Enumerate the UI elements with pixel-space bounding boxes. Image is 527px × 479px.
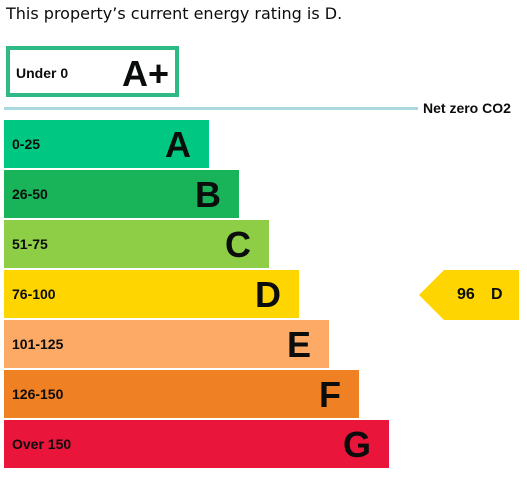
net-zero-line: [4, 107, 418, 110]
band-d: 76-100 D: [4, 270, 299, 318]
band-b: 26-50 B: [4, 170, 239, 218]
band-c: 51-75 C: [4, 220, 269, 268]
band-f-letter: F: [319, 374, 341, 415]
band-b-range: 26-50: [12, 186, 48, 202]
band-d-letter: D: [255, 274, 281, 315]
band-g-letter: G: [342, 424, 371, 465]
band-a-range: 0-25: [12, 136, 41, 152]
band-e: 101-125 E: [4, 320, 329, 368]
band-e-range: 101-125: [12, 336, 64, 352]
current-rating-arrow: 96 D: [419, 270, 519, 320]
band-a-plus-letter: A+: [122, 53, 170, 94]
energy-rating-summary: This property’s current energy rating is…: [6, 4, 343, 23]
band-b-letter: B: [195, 174, 221, 215]
band-g-range: Over 150: [12, 436, 72, 452]
band-a-plus: Under 0 A+: [6, 46, 179, 97]
current-rating-value: 96: [457, 286, 475, 303]
band-a-plus-range: Under 0: [16, 65, 69, 81]
band-f-range: 126-150: [12, 386, 64, 402]
band-d-range: 76-100: [12, 286, 56, 302]
current-rating-letter: D: [491, 286, 503, 303]
band-a-letter: A: [165, 124, 191, 165]
band-a: 0-25 A: [4, 120, 209, 168]
band-c-letter: C: [225, 224, 251, 265]
band-f: 126-150 F: [4, 370, 359, 418]
band-g: Over 150 G: [4, 420, 389, 468]
net-zero-label: Net zero CO2: [423, 100, 511, 116]
band-c-range: 51-75: [12, 236, 48, 252]
band-e-letter: E: [286, 324, 311, 365]
